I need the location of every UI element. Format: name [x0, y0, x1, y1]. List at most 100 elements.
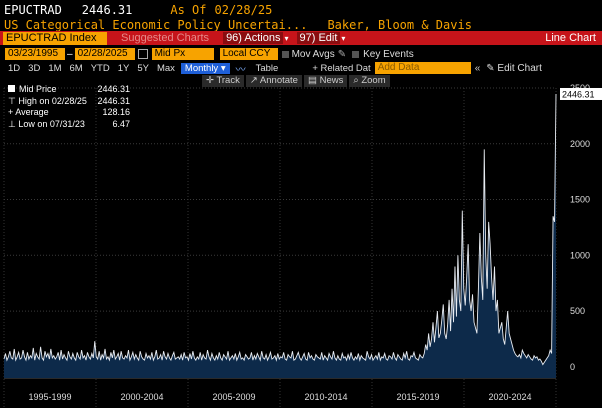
- legend-high-label: High on 02/28/25: [18, 95, 87, 106]
- as-of-label: As Of: [170, 3, 207, 17]
- zoom-label: Zoom: [361, 75, 386, 86]
- period-1d[interactable]: 1D: [8, 62, 21, 74]
- legend-average-label: Average: [15, 107, 49, 117]
- y-tick-label: 1500: [570, 195, 590, 205]
- x-axis: 1995-1999 2000-2004 2005-2009 2010-2014 2015…: [28, 392, 531, 402]
- controls-row: 03/23/1995 – 02/28/2025 Mid Px Local CCY…: [0, 47, 602, 61]
- related-data-button[interactable]: + Related Dat: [308, 63, 374, 74]
- collapse-icon[interactable]: «: [474, 62, 481, 74]
- period-3d[interactable]: 3D: [28, 62, 41, 74]
- news-label: News: [319, 75, 344, 86]
- tools-row: ✛ Track ↗ Annotate ▤ News ⌕ Zoom: [0, 74, 602, 88]
- description-row: US Categorical Economic Policy Uncertai.…: [0, 17, 602, 32]
- currency-select[interactable]: Local CCY: [219, 48, 278, 60]
- plus-icon: +: [312, 62, 321, 74]
- pencil-icon[interactable]: ✎: [337, 48, 347, 60]
- series-swatch: [8, 85, 15, 92]
- low-icon: ⊥: [8, 118, 19, 129]
- y-tick-label: 0: [570, 362, 575, 372]
- calendar-icon[interactable]: [137, 49, 148, 59]
- x-tick-label: 1995-1999: [28, 392, 71, 402]
- y-tick-label: 2000: [570, 139, 590, 149]
- period-6m[interactable]: 6M: [69, 62, 83, 74]
- crosshair-icon: ✛: [206, 75, 217, 86]
- x-tick-label: 2010-2014: [304, 392, 347, 402]
- key-events-label[interactable]: Key Events: [363, 48, 414, 60]
- suggested-charts-button[interactable]: Suggested Charts: [121, 32, 209, 44]
- edit-chart-icon: ✎: [486, 62, 498, 74]
- zoom-icon: ⌕: [353, 75, 362, 86]
- legend-row-series: Mid Price 2446.31: [8, 84, 130, 96]
- x-tick-label: 2005-2009: [212, 392, 255, 402]
- actions-button[interactable]: 96) Actions: [223, 32, 284, 44]
- period-max[interactable]: Max: [156, 62, 175, 74]
- series-line: [3, 93, 557, 366]
- as-of-date: 02/28/25: [214, 3, 273, 17]
- average-icon: +: [8, 107, 16, 117]
- y-tick-label: 500: [570, 306, 585, 316]
- edit-caret-icon: ▾: [341, 33, 346, 43]
- legend-row-high: ⊤ High on 02/28/25 2446.31: [8, 96, 130, 108]
- title-row: EPUCTRAD 2446.31 As Of 02/28/25: [0, 2, 602, 18]
- price: 2446.31: [81, 3, 133, 17]
- add-data-input[interactable]: Add Data: [374, 62, 471, 74]
- mov-avgs-checkbox[interactable]: [281, 50, 289, 58]
- suggested-charts-label: Suggested Charts: [121, 32, 210, 44]
- legend-high-value: 2446.31: [97, 95, 130, 106]
- news-button[interactable]: ▤ News: [303, 75, 348, 87]
- frequency-label: Monthly: [184, 62, 219, 74]
- legend-low-label: Low on 07/31/23: [18, 118, 85, 129]
- source: Baker, Bloom & Davis: [327, 17, 472, 32]
- start-date-field[interactable]: 03/23/1995: [5, 48, 65, 60]
- annotate-button[interactable]: ↗ Annotate: [245, 75, 302, 87]
- period-ytd[interactable]: YTD: [90, 62, 110, 74]
- last-value-tag: [560, 87, 602, 100]
- chart-type-label: Line Chart: [545, 32, 596, 44]
- security-field[interactable]: EPUCTRAD Index: [3, 31, 107, 45]
- legend-series-item[interactable]: Mid Price: [8, 84, 92, 96]
- last-value-label: 2446.31: [562, 89, 595, 99]
- date-separator: –: [67, 48, 73, 60]
- period-1m[interactable]: 1M: [48, 62, 62, 74]
- news-icon: ▤: [307, 75, 320, 86]
- y-axis: 050010001500200025002446.31: [560, 83, 602, 372]
- end-date-field[interactable]: 02/28/2025: [74, 48, 135, 60]
- period-5y[interactable]: 5Y: [137, 62, 149, 74]
- edit-chart-button[interactable]: ✎ Edit Chart: [486, 63, 542, 74]
- related-data-label: Related Dat: [320, 62, 371, 74]
- key-events-checkbox[interactable]: [352, 50, 360, 58]
- legend-average-value: 128.16: [102, 107, 130, 117]
- period-1y[interactable]: 1Y: [117, 62, 130, 74]
- chart-view-icon[interactable]: 〰: [235, 64, 246, 76]
- period-row: 1D 3D 1M 6M YTD 1Y 5Y Max Monthly ▾ 〰 Ta…: [0, 61, 602, 76]
- x-tick-label: 2015-2019: [396, 392, 439, 402]
- y-tick-label: 1000: [570, 250, 590, 260]
- mov-avgs-label[interactable]: Mov Avgs: [291, 48, 335, 60]
- edit-button[interactable]: 97) Edit: [296, 32, 341, 44]
- zoom-button[interactable]: ⌕ Zoom: [349, 75, 390, 87]
- legend-series-label: Mid Price: [19, 84, 57, 94]
- legend-row-average: + Average 128.16: [8, 107, 130, 119]
- table-button[interactable]: Table: [255, 62, 279, 74]
- legend-series-value: 2446.31: [97, 84, 130, 94]
- x-tick-label: 2000-2004: [120, 392, 163, 402]
- red-toolbar: EPUCTRAD Index Suggested Charts 96) Acti…: [0, 31, 602, 45]
- annotate-icon: ↗: [249, 75, 260, 86]
- frequency-select[interactable]: Monthly ▾: [180, 62, 230, 74]
- area-fill: [4, 93, 556, 379]
- track-button[interactable]: ✛ Track: [202, 75, 244, 87]
- x-tick-label: 2020-2024: [488, 392, 531, 402]
- edit-chart-label: Edit Chart: [497, 62, 542, 74]
- legend-row-low: ⊥ Low on 07/31/23 6.47: [8, 119, 130, 131]
- legend-low-value: 6.47: [112, 118, 130, 129]
- track-label: Track: [216, 75, 240, 86]
- legend-box: Mid Price 2446.31 ⊤ High on 02/28/25 244…: [8, 84, 130, 130]
- description: US Categorical Economic Policy Uncertai.…: [4, 17, 308, 32]
- price-field-select[interactable]: Mid Px: [151, 48, 214, 60]
- chart-area: [3, 93, 557, 379]
- high-icon: ⊤: [8, 95, 19, 106]
- actions-caret-icon: ▾: [284, 33, 289, 43]
- ticker: EPUCTRAD: [4, 3, 62, 17]
- annotate-label: Annotate: [259, 75, 298, 86]
